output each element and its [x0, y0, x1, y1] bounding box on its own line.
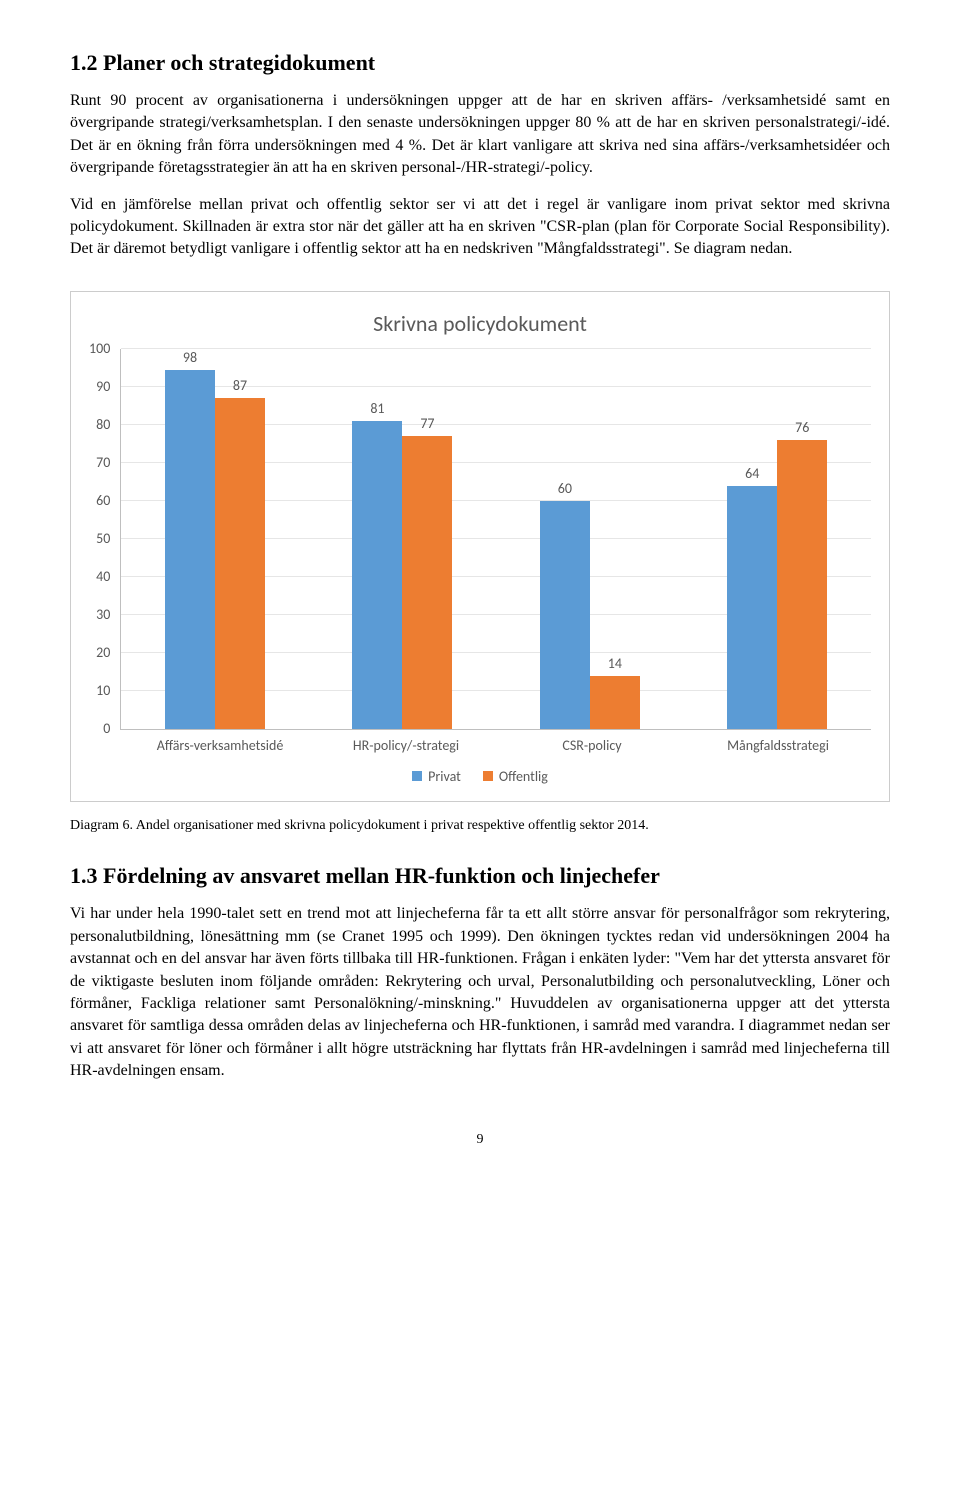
chart-plot-area: 98 87 81 77 60 14 64 76	[120, 349, 871, 730]
legend-item: Privat	[412, 768, 461, 785]
section-2-paragraph-1: Vi har under hela 1990-talet sett en tre…	[70, 903, 890, 1082]
section-1-paragraph-2: Vid en jämförelse mellan privat och offe…	[70, 194, 890, 261]
legend-label: Privat	[428, 768, 461, 785]
bar-value-label: 87	[233, 377, 247, 394]
section-1-heading: 1.2 Planer och strategidokument	[70, 50, 890, 76]
bar-value-label: 60	[558, 480, 572, 497]
bar-group: 60 14	[496, 349, 683, 729]
bar-value-label: 14	[608, 655, 622, 672]
legend-swatch	[412, 771, 422, 781]
x-tick-label: Mångfaldsstrategi	[685, 729, 871, 754]
section-1-paragraph-1: Runt 90 procent av organisationerna i un…	[70, 90, 890, 180]
bar-value-label: 98	[183, 349, 197, 366]
bar-value-label: 81	[370, 400, 384, 417]
bar	[727, 486, 777, 729]
bar	[540, 501, 590, 729]
x-tick-label: CSR-policy	[499, 729, 685, 754]
bar-value-label: 76	[795, 419, 809, 436]
bar	[777, 440, 827, 729]
bar-value-label: 64	[745, 465, 759, 482]
page-number: 9	[70, 1132, 890, 1148]
chart-caption: Diagram 6. Andel organisationer med skri…	[70, 816, 890, 836]
bar	[590, 676, 640, 729]
bar	[402, 436, 452, 729]
section-2-heading: 1.3 Fördelning av ansvaret mellan HR-fun…	[70, 863, 890, 889]
chart-legend: Privat Offentlig	[89, 768, 871, 785]
bar	[352, 421, 402, 729]
x-tick-label: Affärs-verksamhetsidé	[127, 729, 313, 754]
bar-value-label: 77	[420, 415, 434, 432]
x-tick-label: HR-policy/-strategi	[313, 729, 499, 754]
bar-group: 98 87	[121, 349, 308, 729]
bar-group: 64 76	[684, 349, 871, 729]
legend-item: Offentlig	[483, 768, 548, 785]
legend-swatch	[483, 771, 493, 781]
policy-chart: Skrivna policydokument 10090807060504030…	[70, 291, 890, 802]
bar	[165, 370, 215, 729]
bar-group: 81 77	[309, 349, 496, 729]
legend-label: Offentlig	[499, 768, 548, 785]
chart-title: Skrivna policydokument	[89, 310, 871, 337]
chart-x-axis: Affärs-verksamhetsidéHR-policy/-strategi…	[127, 729, 871, 754]
chart-y-axis: 1009080706050403020100	[89, 349, 120, 729]
bar	[215, 398, 265, 729]
